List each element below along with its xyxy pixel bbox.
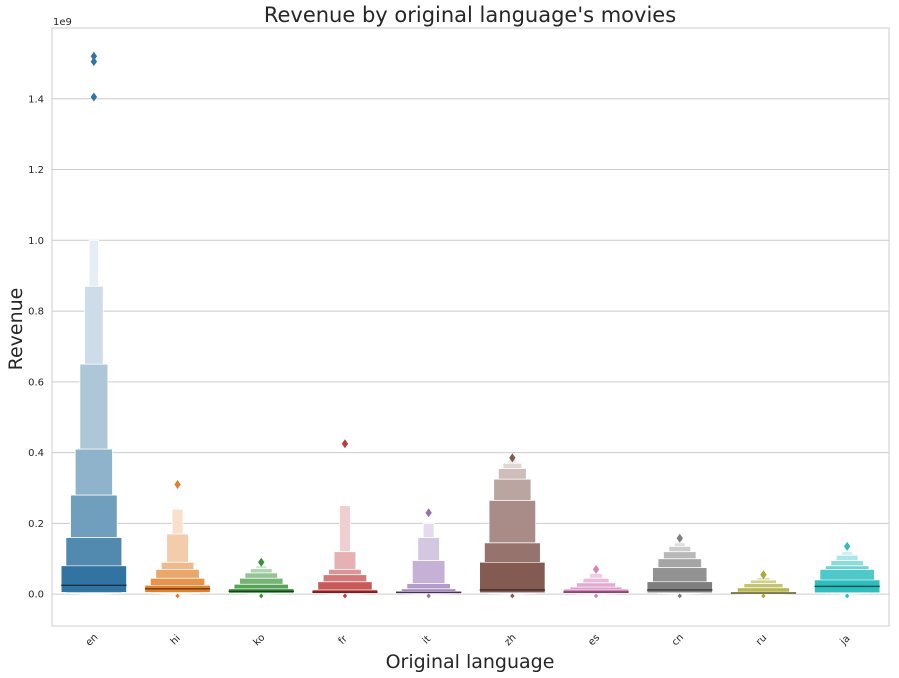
- x-tick-label: es: [586, 632, 602, 648]
- x-axis-label: Original language: [386, 651, 555, 673]
- outlier-point: [761, 593, 766, 599]
- x-tick-label: ja: [838, 633, 853, 648]
- y-tick-label: 1.0: [28, 236, 44, 247]
- boxen-ru: [730, 570, 797, 599]
- boxen-level: [60, 565, 127, 593]
- chart-title: Revenue by original language's movies: [264, 3, 676, 27]
- outlier-point: [259, 593, 264, 599]
- boxen-zh: [479, 453, 546, 599]
- plot-area: [51, 27, 890, 627]
- boxen-level: [563, 588, 629, 594]
- y-tick-label: 1.2: [28, 165, 44, 176]
- y-tick-label: 0.0: [28, 590, 44, 601]
- outlier-point: [90, 92, 98, 102]
- boxen-level: [479, 562, 546, 594]
- plot-marks: [60, 51, 881, 599]
- x-tick-label: zh: [503, 632, 519, 648]
- boxen-hi: [144, 479, 211, 599]
- outlier-point: [510, 593, 515, 599]
- outlier-point: [258, 557, 265, 567]
- boxen-es: [563, 564, 629, 599]
- outlier-point: [593, 593, 599, 599]
- outlier-point: [677, 593, 682, 599]
- outlier-point: [175, 593, 180, 599]
- boxen-en: [60, 51, 127, 595]
- y-tick-label: 0.6: [28, 377, 44, 388]
- outlier-point: [509, 453, 516, 463]
- x-tick-labels: en hi ko fr it zh es cn ru ja: [84, 632, 853, 649]
- boxen-it: [395, 508, 462, 599]
- x-tick-label: ru: [754, 633, 769, 648]
- outlier-point: [843, 541, 851, 551]
- x-tick-label: fr: [337, 633, 351, 647]
- y-tick-labels: 0.0 0.2 0.4 0.6 0.8 1.0 1.2 1.4: [28, 94, 44, 600]
- y-axis-label: Revenue: [5, 288, 27, 371]
- y-tick-label: 1.4: [28, 94, 44, 105]
- outlier-point: [90, 51, 98, 61]
- x-tick-label: en: [84, 632, 101, 649]
- outlier-point: [844, 593, 850, 599]
- outlier-point: [426, 593, 431, 599]
- boxen-cn: [646, 533, 713, 599]
- outlier-point: [342, 593, 348, 599]
- outlier-point: [676, 533, 683, 543]
- outlier-point: [90, 57, 98, 67]
- outlier-point: [425, 508, 432, 518]
- x-tick-label: cn: [670, 632, 686, 648]
- boxen-level: [646, 581, 713, 594]
- boxen-fr: [312, 439, 378, 599]
- boxen-ja: [814, 541, 881, 599]
- y-tick-label: 0.2: [28, 519, 44, 530]
- outlier-point: [174, 479, 181, 489]
- x-tick-label: hi: [169, 633, 183, 647]
- y-tick-label: 0.4: [28, 448, 44, 459]
- x-tick-label: it: [421, 634, 434, 647]
- outlier-point: [341, 439, 349, 449]
- y-offset-label: 1e9: [53, 17, 72, 28]
- x-tick-label: ko: [252, 632, 268, 648]
- y-tick-label: 0.8: [28, 307, 44, 318]
- outlier-point: [592, 564, 600, 574]
- outlier-point: [760, 570, 767, 580]
- boxen-ko: [228, 557, 295, 599]
